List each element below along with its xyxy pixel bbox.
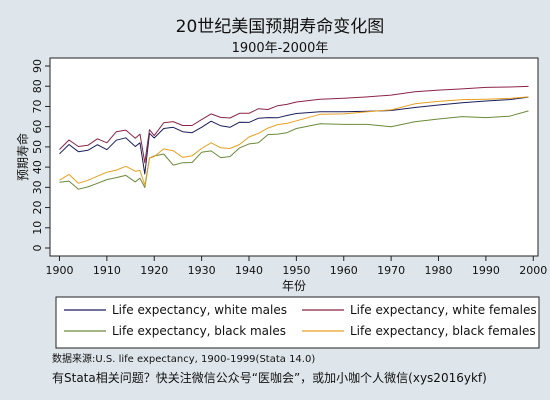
chart-subtitle: 1900年-2000年 bbox=[232, 41, 329, 56]
y-tick-label: 30 bbox=[31, 180, 44, 194]
y-tick-label: 90 bbox=[31, 59, 44, 73]
y-tick-label: 20 bbox=[31, 201, 44, 215]
source-note: 数据来源:U.S. life expectancy, 1900-1999(Sta… bbox=[52, 354, 316, 365]
x-tick-label: 1930 bbox=[188, 264, 216, 277]
y-axis: 0 10 20 30 40 50 60 70 80 90 bbox=[31, 59, 50, 252]
x-axis: 1900 1910 1920 1930 1940 1950 1960 1970 1980 1990… bbox=[45, 256, 547, 277]
legend-items: Life expectancy, white males Life expecta… bbox=[64, 303, 537, 338]
series-line-2 bbox=[59, 85, 529, 164]
y-axis-title: 预期寿命 bbox=[15, 133, 30, 181]
x-tick-label: 1980 bbox=[425, 264, 453, 277]
contact-note: 有Stata相关问题？快关注微信公众号“医咖会”，或加小咖个人微信(xys201… bbox=[52, 371, 487, 385]
y-tick-label: 70 bbox=[31, 99, 44, 113]
plot-area bbox=[49, 57, 539, 257]
x-tick-label: 1940 bbox=[235, 264, 263, 277]
y-tick-label: 10 bbox=[31, 221, 44, 235]
x-tick-label: 1970 bbox=[377, 264, 405, 277]
y-tick-label: 80 bbox=[31, 79, 44, 93]
series-lines bbox=[59, 85, 529, 190]
legend-label-1: Life expectancy, white males bbox=[112, 303, 287, 317]
legend-label-4: Life expectancy, black females bbox=[350, 324, 536, 338]
legend-label-3: Life expectancy, black males bbox=[112, 324, 286, 338]
x-tick-label: 2000 bbox=[519, 264, 547, 277]
x-tick-label: 1990 bbox=[472, 264, 500, 277]
x-tick-label: 1900 bbox=[45, 264, 73, 277]
chart-title: 20世纪美国预期寿命变化图 bbox=[176, 17, 385, 37]
series-line-3 bbox=[59, 110, 529, 190]
series-line-4 bbox=[59, 96, 529, 186]
x-tick-label: 1960 bbox=[330, 264, 358, 277]
y-tick-label: 50 bbox=[31, 140, 44, 154]
x-tick-label: 1910 bbox=[93, 264, 121, 277]
x-tick-label: 1950 bbox=[282, 264, 310, 277]
legend bbox=[55, 296, 540, 349]
x-tick-label: 1920 bbox=[140, 264, 168, 277]
x-axis-title: 年份 bbox=[282, 279, 306, 293]
y-tick-label: 40 bbox=[31, 160, 44, 174]
y-tick-label: 60 bbox=[31, 120, 44, 134]
legend-label-2: Life expectancy, white females bbox=[350, 303, 537, 317]
y-tick-label: 0 bbox=[31, 245, 44, 252]
